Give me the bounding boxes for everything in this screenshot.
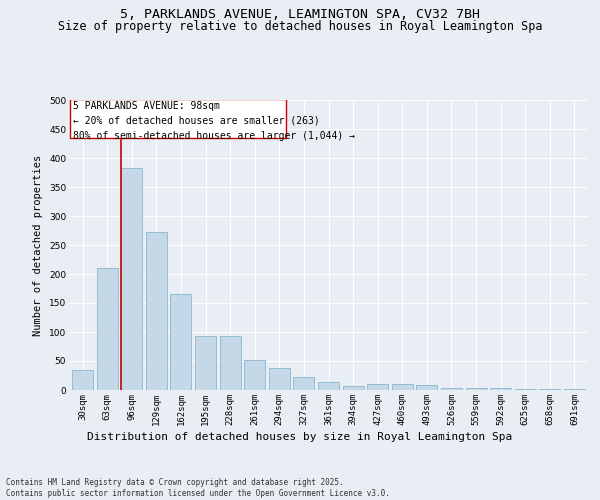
Text: 5 PARKLANDS AVENUE: 98sqm
← 20% of detached houses are smaller (263)
80% of semi: 5 PARKLANDS AVENUE: 98sqm ← 20% of detac…: [73, 101, 355, 141]
Text: Size of property relative to detached houses in Royal Leamington Spa: Size of property relative to detached ho…: [58, 20, 542, 33]
Bar: [416, 386, 437, 390]
Bar: [441, 388, 462, 390]
Bar: [97, 268, 118, 390]
Bar: [121, 168, 142, 390]
Bar: [72, 370, 93, 390]
Bar: [490, 388, 511, 390]
Bar: [293, 377, 314, 390]
Bar: [269, 368, 290, 390]
Bar: [195, 336, 216, 390]
Y-axis label: Number of detached properties: Number of detached properties: [34, 154, 43, 336]
Bar: [170, 294, 191, 390]
Bar: [466, 388, 487, 390]
Bar: [343, 386, 364, 390]
Text: 5, PARKLANDS AVENUE, LEAMINGTON SPA, CV32 7BH: 5, PARKLANDS AVENUE, LEAMINGTON SPA, CV3…: [120, 8, 480, 20]
Bar: [146, 232, 167, 390]
FancyBboxPatch shape: [70, 99, 286, 138]
Bar: [564, 389, 585, 390]
Text: Contains HM Land Registry data © Crown copyright and database right 2025.
Contai: Contains HM Land Registry data © Crown c…: [6, 478, 390, 498]
Bar: [244, 360, 265, 390]
Bar: [318, 382, 339, 390]
Text: Distribution of detached houses by size in Royal Leamington Spa: Distribution of detached houses by size …: [88, 432, 512, 442]
Bar: [220, 336, 241, 390]
Bar: [367, 384, 388, 390]
Bar: [392, 384, 413, 390]
